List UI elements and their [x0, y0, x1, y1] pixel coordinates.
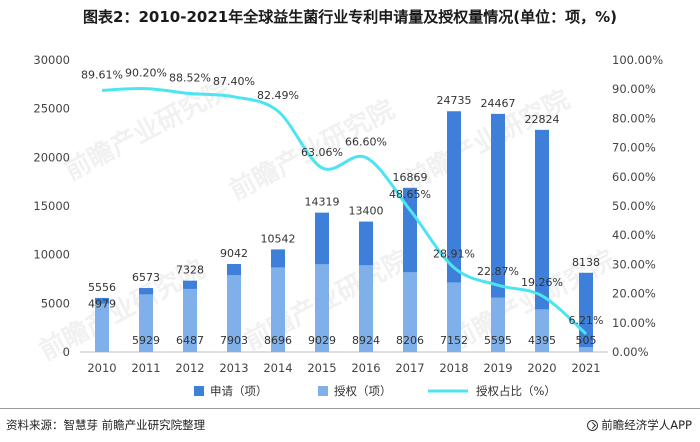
application-data-label: 6573 [132, 271, 160, 284]
footer: 资料来源：智慧芽 前瞻产业研究院整理 前瞻经济学人APP [0, 408, 700, 442]
ratio-data-label: 19.26% [521, 276, 563, 289]
source-note: 资料来源：智慧芽 前瞻产业研究院整理 [6, 418, 206, 432]
y-left-tick-label: 15000 [33, 199, 70, 213]
x-tick-label: 2010 [87, 361, 116, 375]
bar-grant [579, 347, 593, 352]
grant-data-label: 4979 [88, 298, 116, 311]
application-data-label: 5556 [88, 281, 116, 294]
x-tick-label: 2013 [219, 361, 248, 375]
y-right-tick-label: 30.00% [612, 257, 656, 271]
ratio-data-label: 88.52% [169, 72, 211, 85]
legend-swatch-grant [318, 386, 328, 396]
x-tick-label: 2012 [175, 361, 204, 375]
y-right-tick-label: 80.00% [612, 111, 656, 125]
legend-label-grant: 授权（项） [334, 384, 392, 398]
y-left-tick-label: 30000 [33, 53, 70, 67]
brand-icon [587, 420, 599, 431]
application-data-label: 14319 [305, 196, 340, 209]
application-data-label: 7328 [176, 264, 204, 277]
ratio-data-label: 28.91% [433, 248, 475, 261]
y-right-tick-label: 20.00% [612, 287, 656, 301]
y-left-tick-label: 10000 [33, 248, 70, 262]
ratio-line [101, 87, 587, 336]
x-tick-label: 2011 [131, 361, 160, 375]
x-tick-label: 2014 [263, 361, 292, 375]
application-data-label: 13400 [349, 205, 384, 218]
x-tick-label: 2021 [571, 361, 600, 375]
application-data-label: 8138 [572, 256, 600, 269]
ratio-data-label: 22.87% [477, 265, 519, 278]
legend-label-ratio: 授权占比（%） [476, 384, 556, 398]
x-tick-label: 2020 [527, 361, 556, 375]
bar-grant [271, 267, 285, 352]
bar-grant [315, 264, 329, 352]
grant-data-label: 8206 [396, 334, 424, 347]
y-right-tick-label: 0.00% [612, 345, 649, 359]
chart-area: 0 5000 10000 15000 20000 25000 30000 0.00% 10.00… [33, 53, 663, 398]
bar-grant [535, 309, 549, 352]
application-data-label: 22824 [525, 113, 560, 126]
legend-label-application: 申请（项） [210, 384, 268, 398]
application-data-label: 9042 [220, 247, 248, 260]
bar-grant [139, 294, 153, 352]
ratio-data-label: 63.06% [301, 146, 343, 159]
y-right-tick-label: 10.00% [612, 316, 656, 330]
y-right-tick-label: 70.00% [612, 141, 656, 155]
grant-data-label: 505 [576, 334, 597, 347]
grant-data-label: 7152 [440, 334, 468, 347]
legend-swatch-application [194, 386, 204, 396]
bar-grant [227, 275, 241, 352]
application-data-label: 24467 [481, 97, 516, 110]
bar-grant [403, 272, 417, 352]
grant-data-label: 8924 [352, 334, 380, 347]
ratio-data-label: 87.40% [213, 75, 255, 88]
application-data-label: 10542 [261, 232, 296, 245]
y-right-tick-label: 40.00% [612, 228, 656, 242]
bar-grant [95, 303, 109, 352]
y-left-tick-label: 20000 [33, 150, 70, 164]
brand-text: 前瞻经济学人APP [601, 418, 692, 432]
grant-data-label: 8696 [264, 334, 292, 347]
grant-data-label: 9029 [308, 334, 336, 347]
ratio-data-label: 90.20% [125, 67, 167, 80]
ratio-data-label: 82.49% [257, 89, 299, 102]
x-tick-label: 2017 [395, 361, 424, 375]
brand-label: 前瞻经济学人APP [587, 417, 692, 433]
application-data-label: 24735 [437, 94, 472, 107]
bar-grant [359, 265, 373, 352]
ratio-data-label: 6.21% [569, 314, 604, 327]
y-right-tick-label: 50.00% [612, 199, 656, 213]
ratio-data-label: 48.65% [389, 188, 431, 201]
x-tick-label: 2015 [307, 361, 336, 375]
y-right-tick-label: 90.00% [612, 82, 656, 96]
application-data-label: 16869 [393, 171, 428, 184]
y-left-tick-label: 25000 [33, 102, 70, 116]
bar-application [491, 113, 505, 353]
x-tick-label: 2019 [483, 361, 512, 375]
bar-grant [447, 282, 461, 352]
bar-grant [183, 288, 197, 352]
chart-title: 图表2：2010-2021年全球益生菌行业专利申请量及授权量情况(单位：项，%) [83, 8, 617, 26]
y-right-tick-label: 60.00% [612, 170, 656, 184]
grant-data-label: 4395 [528, 334, 556, 347]
bar-grant [491, 297, 505, 352]
grant-data-label: 5595 [484, 334, 512, 347]
ratio-data-label: 89.61% [81, 68, 123, 81]
y-left-tick-label: 5000 [41, 296, 70, 310]
x-tick-label: 2018 [439, 361, 468, 375]
grant-data-label: 7903 [220, 334, 248, 347]
grant-data-label: 6487 [176, 334, 204, 347]
ratio-data-label: 66.60% [345, 136, 387, 149]
y-right-tick-label: 100.00% [612, 53, 663, 67]
y-left-tick-label: 0 [63, 345, 70, 359]
x-tick-label: 2016 [351, 361, 380, 375]
grant-data-label: 5929 [132, 334, 160, 347]
